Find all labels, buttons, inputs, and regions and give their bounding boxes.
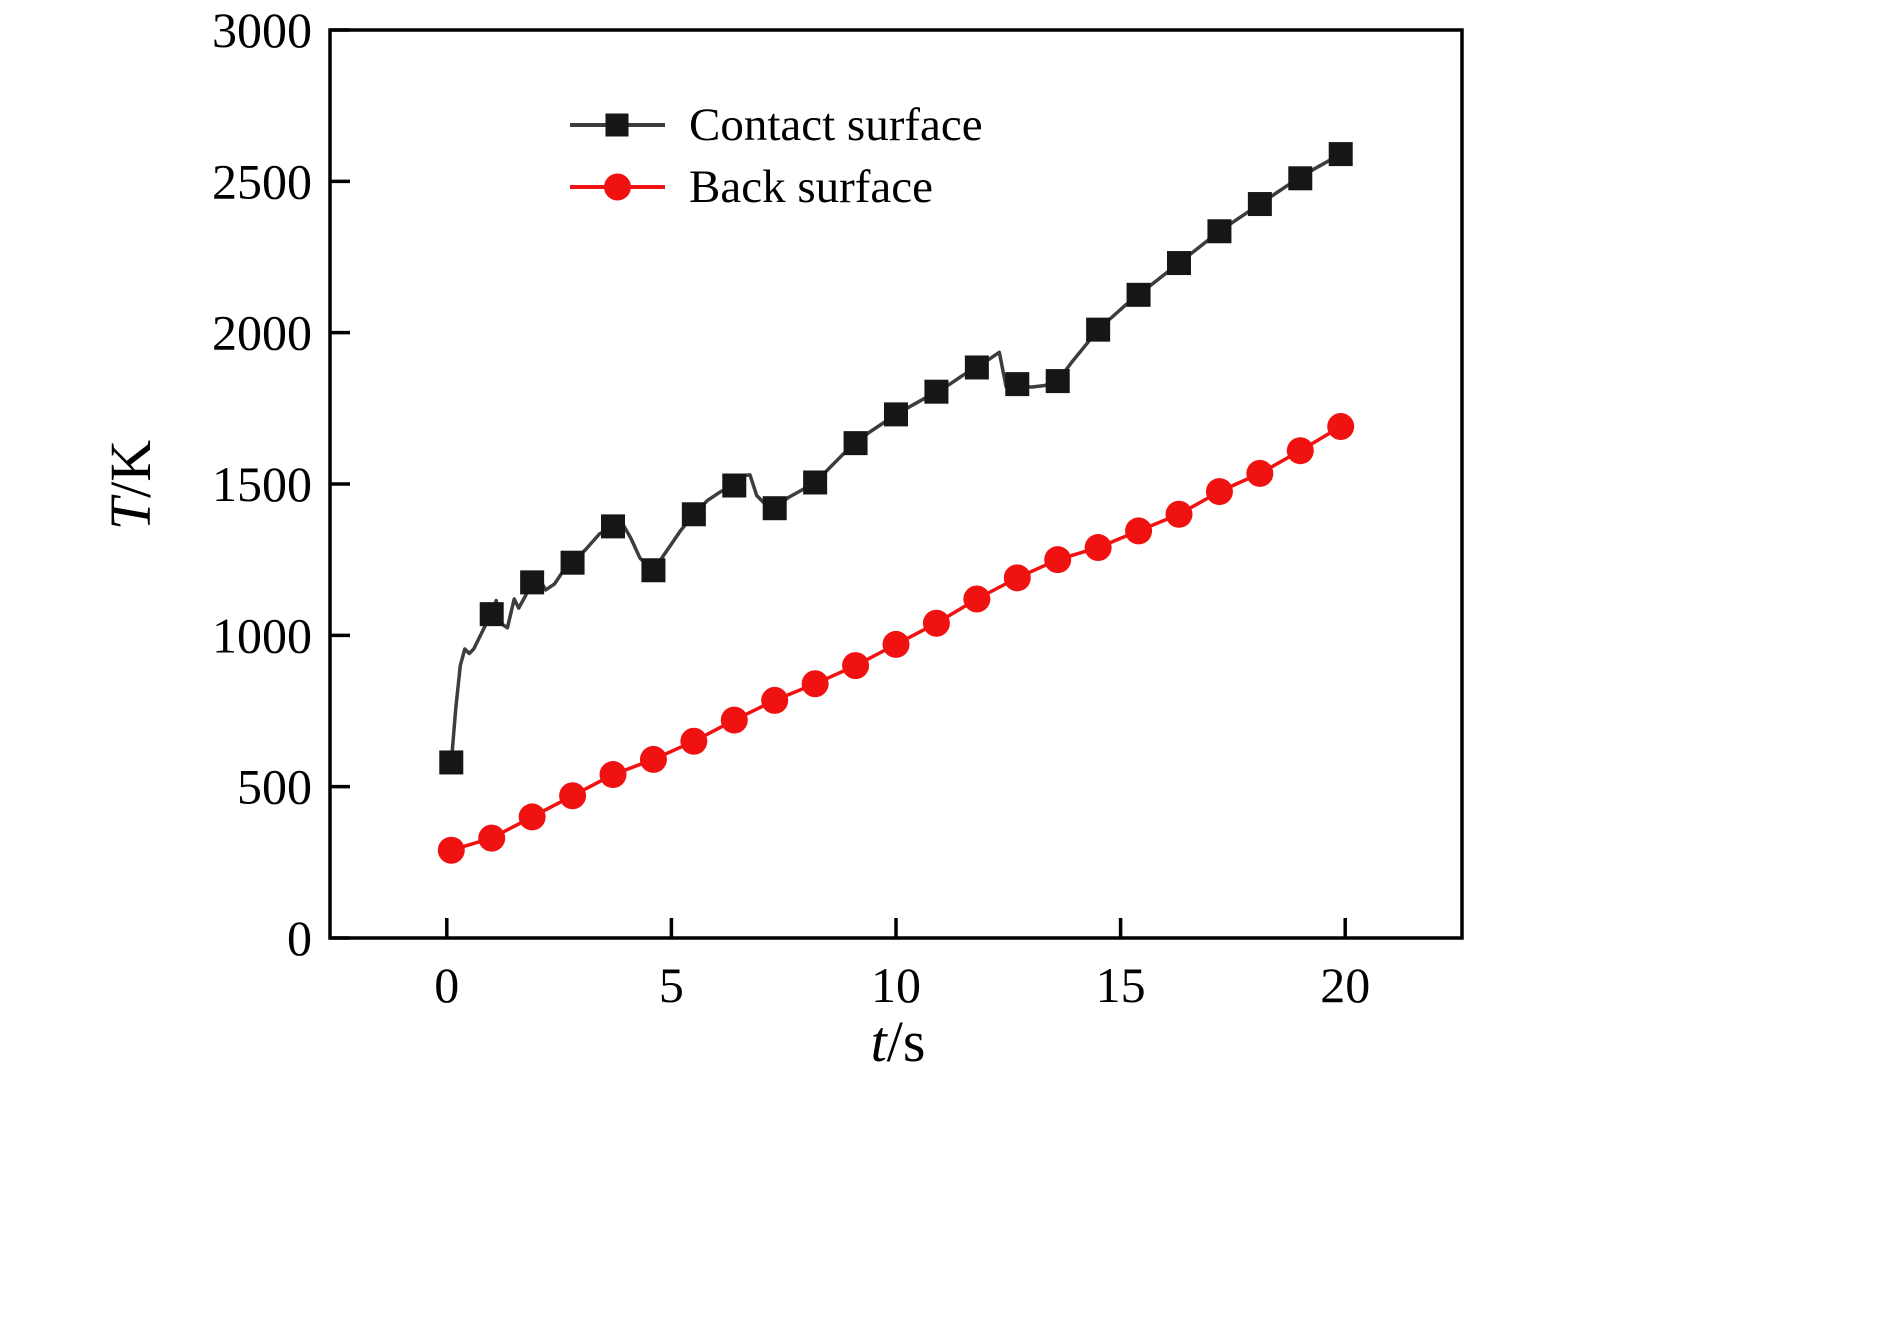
back-surface-marker bbox=[720, 706, 748, 734]
y-tick-label: 500 bbox=[237, 759, 312, 815]
x-tick-label: 15 bbox=[1096, 957, 1146, 1013]
back-surface-marker bbox=[801, 670, 829, 698]
back-surface-marker bbox=[882, 630, 910, 658]
contact-surface-marker bbox=[722, 473, 747, 498]
back-surface-marker bbox=[1246, 459, 1274, 487]
legend-item-back-surface: Back surface bbox=[570, 160, 983, 214]
back-surface-marker bbox=[761, 686, 789, 714]
legend-item-contact-surface: Contact surface bbox=[570, 98, 983, 152]
contact-surface-marker bbox=[1207, 219, 1232, 244]
y-axis-label: T/K bbox=[97, 385, 163, 585]
back-surface-marker bbox=[478, 824, 506, 852]
back-surface-marker bbox=[1205, 478, 1233, 506]
legend-label-contact-surface: Contact surface bbox=[689, 98, 983, 151]
back-surface-marker bbox=[922, 609, 950, 637]
x-axis-unit: /s bbox=[886, 1009, 926, 1074]
back-surface-marker bbox=[1286, 437, 1314, 465]
contact-surface-square-marker-icon bbox=[570, 113, 665, 137]
contact-surface-marker bbox=[762, 496, 787, 521]
contact-surface-marker bbox=[560, 550, 585, 575]
x-axis-label: t/s bbox=[798, 1008, 998, 1075]
back-surface-marker bbox=[1084, 534, 1112, 562]
back-surface-marker bbox=[559, 782, 587, 810]
contact-surface-marker bbox=[1328, 142, 1353, 167]
legend-label-back-surface: Back surface bbox=[689, 160, 933, 213]
y-tick-label: 1000 bbox=[212, 607, 312, 663]
x-tick-label: 10 bbox=[871, 957, 921, 1013]
y-tick-label: 2500 bbox=[212, 153, 312, 209]
back-surface-marker bbox=[437, 836, 465, 864]
contact-surface-marker bbox=[843, 431, 868, 456]
y-tick-label: 3000 bbox=[212, 2, 312, 58]
contact-surface-marker bbox=[1126, 282, 1151, 307]
contact-surface-marker bbox=[1167, 251, 1191, 276]
contact-surface-line bbox=[449, 152, 1343, 765]
contact-surface-marker bbox=[479, 602, 504, 627]
back-surface-marker bbox=[599, 761, 627, 789]
x-tick-label: 0 bbox=[434, 957, 459, 1013]
legend: Contact surface Back surface bbox=[570, 98, 983, 214]
contact-surface-marker bbox=[601, 514, 625, 539]
back-surface-marker bbox=[1125, 517, 1153, 545]
x-tick-label: 20 bbox=[1320, 957, 1370, 1013]
contact-surface-marker bbox=[520, 570, 545, 595]
back-surface-marker bbox=[518, 803, 546, 831]
contact-surface-marker bbox=[803, 470, 828, 495]
x-axis-variable: t bbox=[870, 1009, 887, 1074]
contact-surface-marker bbox=[681, 502, 706, 527]
y-axis-unit: /K bbox=[97, 439, 163, 498]
contact-surface-marker bbox=[1045, 369, 1070, 394]
contact-surface-marker bbox=[1288, 166, 1313, 191]
contact-surface-marker bbox=[1086, 317, 1111, 342]
back-surface-marker bbox=[1044, 546, 1072, 574]
back-surface-marker bbox=[1003, 564, 1031, 592]
contact-surface-marker bbox=[641, 558, 666, 583]
contact-surface-marker bbox=[439, 750, 464, 775]
y-tick-label: 1500 bbox=[212, 456, 312, 512]
contact-surface-marker bbox=[884, 402, 908, 427]
contact-surface-marker bbox=[1005, 372, 1030, 397]
contact-surface-marker bbox=[924, 379, 949, 404]
back-surface-marker bbox=[680, 727, 708, 755]
back-surface-marker bbox=[639, 745, 667, 773]
back-surface-marker bbox=[1165, 500, 1193, 528]
y-tick-label: 0 bbox=[287, 910, 312, 966]
y-tick-label: 2000 bbox=[212, 305, 312, 361]
back-surface-marker bbox=[842, 652, 870, 680]
back-surface-marker bbox=[963, 585, 991, 613]
x-tick-label: 5 bbox=[659, 957, 684, 1013]
contact-surface-marker bbox=[964, 355, 989, 380]
y-axis-variable: T bbox=[97, 497, 163, 531]
contact-surface-marker bbox=[1247, 192, 1272, 217]
back-surface-marker bbox=[1327, 412, 1355, 440]
back-surface-circle-marker-icon bbox=[570, 173, 665, 201]
